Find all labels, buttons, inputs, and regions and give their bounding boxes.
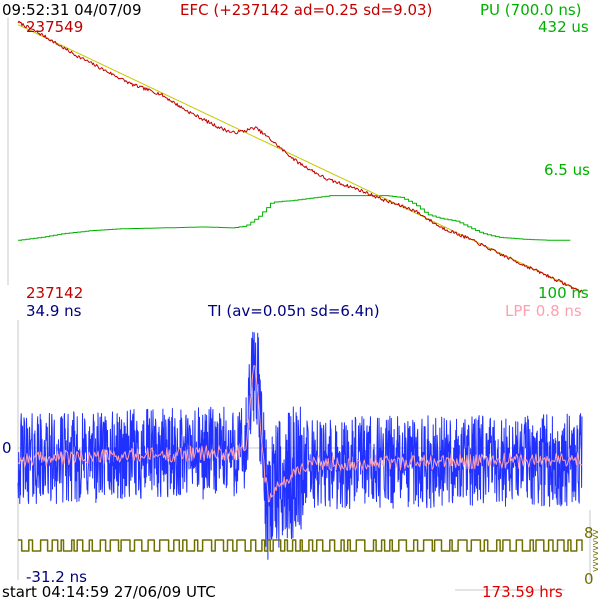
- start-label: start 04:14:59 27/06/09 UTC: [2, 583, 216, 600]
- aux-low-label: 0: [584, 570, 594, 588]
- aux-series: [18, 539, 583, 552]
- efc-fit-line: [17, 24, 583, 293]
- lpf-line: [17, 365, 583, 503]
- ti-min-label: -31.2 ns: [26, 568, 87, 586]
- efc-series: [17, 20, 583, 293]
- ti-max-label: 34.9 ns: [26, 302, 82, 320]
- ti-line: [17, 331, 583, 560]
- lpf-label: LPF 0.8 ns: [505, 302, 582, 320]
- zero-label: 0: [2, 439, 12, 457]
- ti-series: [17, 331, 583, 560]
- pu-title: PU (700.0 ns): [480, 1, 582, 19]
- aux-high-label: 8: [584, 524, 594, 542]
- timestamp-label: 09:52:31 04/07/09: [2, 1, 142, 19]
- pu-series: [18, 195, 571, 241]
- aux-side-label: vvvvvvvv: [591, 529, 600, 572]
- efc-title: EFC (+237142 ad=0.25 sd=9.03): [180, 1, 432, 19]
- lpf-series: [17, 365, 583, 503]
- pu-max-label: 432 us: [538, 18, 589, 36]
- efc-fit-series: [17, 24, 583, 293]
- aux-line: [18, 539, 583, 552]
- efc-max-label: 237549: [26, 18, 83, 36]
- efc-line: [17, 20, 583, 293]
- duration-label: 173.59 hrs: [482, 583, 563, 600]
- efc-min-label: 237142: [26, 284, 83, 302]
- pu-min-label: 100 ns: [538, 284, 589, 302]
- pu-line: [18, 195, 571, 241]
- pu-mid-label: 6.5 us: [544, 161, 590, 179]
- ti-title: TI (av=0.05n sd=6.4n): [207, 302, 380, 320]
